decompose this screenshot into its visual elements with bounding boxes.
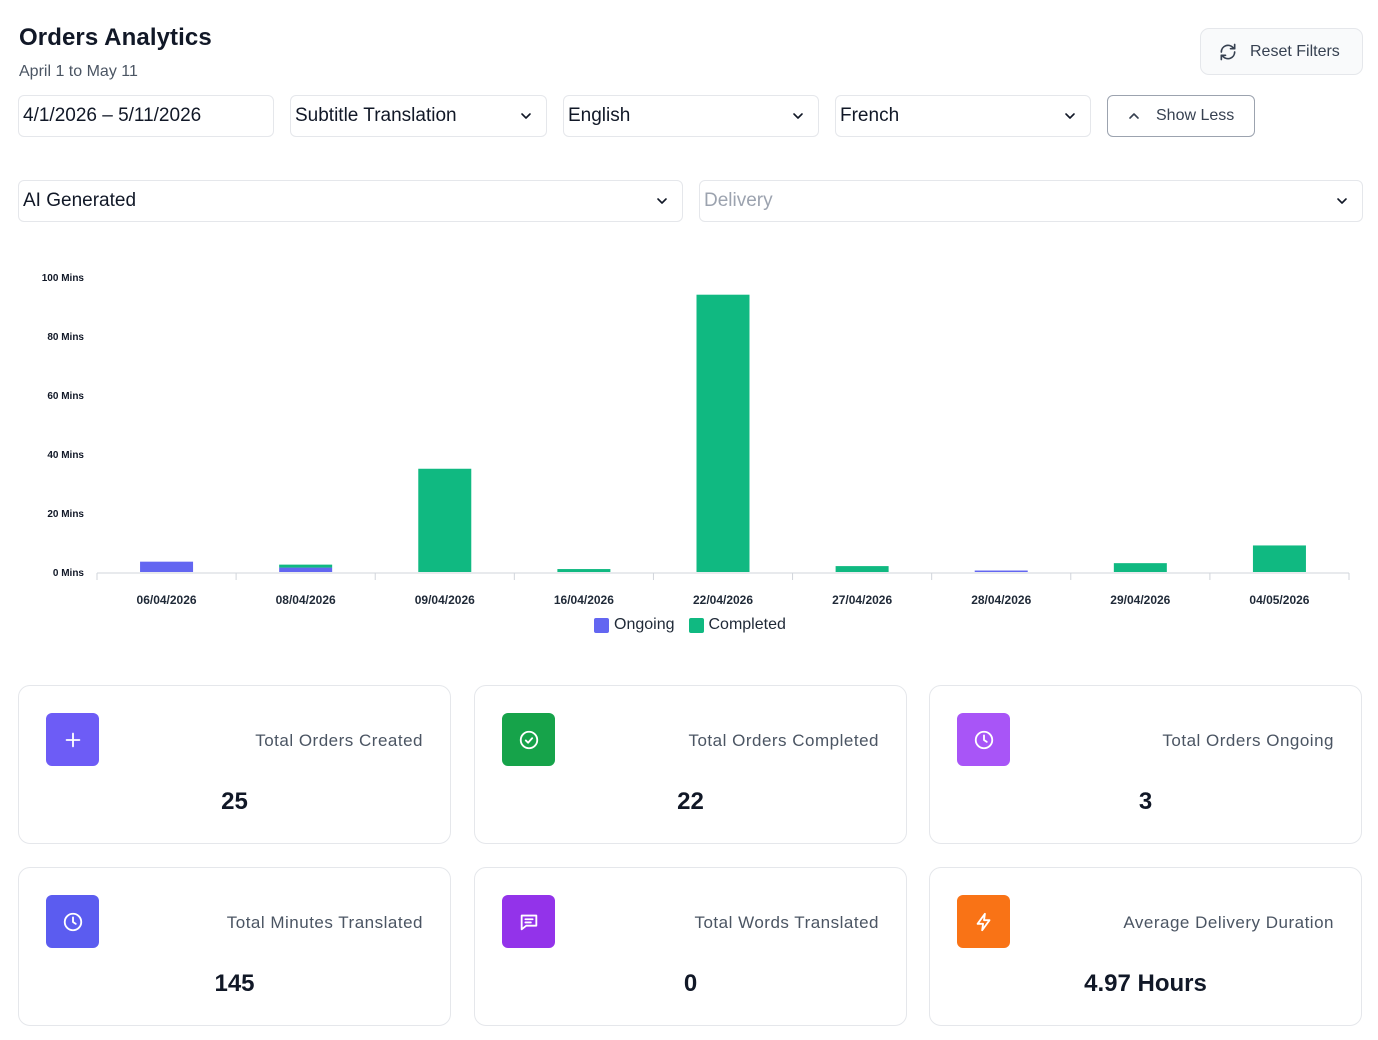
legend-swatch <box>688 617 704 633</box>
x-tick-label: 06/04/2026 <box>137 593 197 607</box>
stat-label: Total Orders Ongoing <box>1162 731 1334 750</box>
show-less-button[interactable]: Show Less <box>1107 95 1255 137</box>
chevron-up-icon <box>1129 113 1139 119</box>
legend-label: Ongoing <box>614 616 675 633</box>
stat-value: 4.97 Hours <box>1084 970 1207 997</box>
stat-value: 25 <box>221 788 248 815</box>
generation-type-value: AI Generated <box>23 190 137 211</box>
chevron-down-icon <box>657 198 667 204</box>
chevron-down-icon <box>1065 113 1075 119</box>
legend-item-ongoing[interactable]: Ongoing <box>594 616 675 634</box>
stat-card: Total Orders Completed 22 <box>474 685 907 844</box>
target-language-select[interactable]: French <box>835 95 1091 137</box>
stat-value: 0 <box>683 970 698 997</box>
y-tick-label: 20 Mins <box>47 509 84 520</box>
x-tick-label: 16/04/2026 <box>554 593 614 607</box>
stat-icon-tile <box>502 895 555 948</box>
stat-card: Average Delivery Duration 4.97 Hours <box>929 867 1362 1026</box>
y-tick-label: 40 Mins <box>47 450 84 461</box>
stat-label: Total Orders Completed <box>688 731 879 750</box>
bar-completed <box>1252 545 1306 572</box>
show-less-label: Show Less <box>1156 107 1235 124</box>
x-tick-label: 22/04/2026 <box>693 593 753 607</box>
stat-icon-tile <box>502 713 555 766</box>
bar-completed <box>557 569 611 572</box>
target-language-value: French <box>840 105 900 126</box>
stat-value: 22 <box>677 788 704 815</box>
stat-value: 3 <box>1138 788 1153 815</box>
stat-card: Total Words Translated 0 <box>474 867 907 1026</box>
y-tick-label: 60 Mins <box>47 391 84 402</box>
stage-select[interactable]: Delivery <box>699 180 1363 222</box>
bar-ongoing <box>974 570 1028 572</box>
stat-label: Total Minutes Translated <box>226 913 423 932</box>
legend-swatch <box>594 617 609 633</box>
plus-icon <box>65 732 80 747</box>
y-tick-label: 80 Mins <box>47 332 84 343</box>
x-tick-label: 09/04/2026 <box>415 593 475 607</box>
x-tick-label: 27/04/2026 <box>832 593 892 607</box>
reset-filters-button[interactable]: Reset Filters <box>1200 28 1363 75</box>
service-select[interactable]: Subtitle Translation <box>290 95 547 137</box>
date-range-value: 4/1/2026 – 5/11/2026 <box>23 105 202 126</box>
legend-label: Completed <box>708 616 786 633</box>
message-icon <box>520 914 537 930</box>
x-tick-label: 08/04/2026 <box>276 593 336 607</box>
chevron-down-icon <box>1337 198 1347 204</box>
stat-label: Average Delivery Duration <box>1123 913 1334 932</box>
stat-icon-tile <box>46 895 99 948</box>
bar-completed <box>279 564 333 568</box>
service-value: Subtitle Translation <box>295 105 457 126</box>
bar-ongoing <box>279 567 333 572</box>
orders-minutes-chart: 0 Mins 20 Mins 40 Mins 60 Mins 80 Mins 100 Mi… <box>0 250 1378 650</box>
bar-ongoing <box>140 561 194 572</box>
stat-card: Total Minutes Translated 145 <box>18 867 451 1026</box>
stat-icon-tile <box>957 713 1010 766</box>
y-tick-label: 100 Mins <box>42 273 85 284</box>
legend-item-completed[interactable]: Completed <box>688 616 786 634</box>
stat-card: Total Orders Created 25 <box>18 685 451 844</box>
refresh-icon <box>1220 43 1236 60</box>
stat-label: Total Orders Created <box>255 731 423 750</box>
chart-canvas: 0 Mins 20 Mins 40 Mins 60 Mins 80 Mins 100 Mi… <box>42 273 1350 607</box>
chevron-down-icon <box>793 113 803 119</box>
page-title: Orders Analytics <box>19 24 212 51</box>
y-tick-label: 0 Mins <box>53 568 85 579</box>
bar-completed <box>1113 563 1167 572</box>
bar-completed <box>835 566 889 572</box>
check-circle-icon <box>519 730 538 749</box>
bar-completed <box>418 468 472 572</box>
reset-filters-label: Reset Filters <box>1250 42 1340 60</box>
x-tick-label: 29/04/2026 <box>1110 593 1170 607</box>
chart-legend: Ongoing Completed <box>594 616 800 634</box>
stage-placeholder: Delivery <box>704 190 773 211</box>
stat-value: 145 <box>214 970 255 997</box>
x-tick-label: 28/04/2026 <box>971 593 1031 607</box>
date-range-subtitle: April 1 to May 11 <box>19 63 138 80</box>
date-range-picker[interactable]: 4/1/2026 – 5/11/2026 <box>18 95 274 137</box>
stat-icon-tile <box>46 713 99 766</box>
stat-icon-tile <box>957 895 1010 948</box>
chevron-down-icon <box>521 113 531 119</box>
stat-label: Total Words Translated <box>694 913 879 932</box>
clock-icon <box>974 730 993 749</box>
x-tick-label: 04/05/2026 <box>1249 593 1309 607</box>
clock-icon <box>63 912 82 931</box>
stat-card: Total Orders Ongoing 3 <box>929 685 1362 844</box>
generation-type-select[interactable]: AI Generated <box>18 180 683 222</box>
source-language-value: English <box>568 105 631 126</box>
source-language-select[interactable]: English <box>563 95 819 137</box>
lightning-icon <box>976 912 990 931</box>
bar-completed <box>696 294 750 572</box>
